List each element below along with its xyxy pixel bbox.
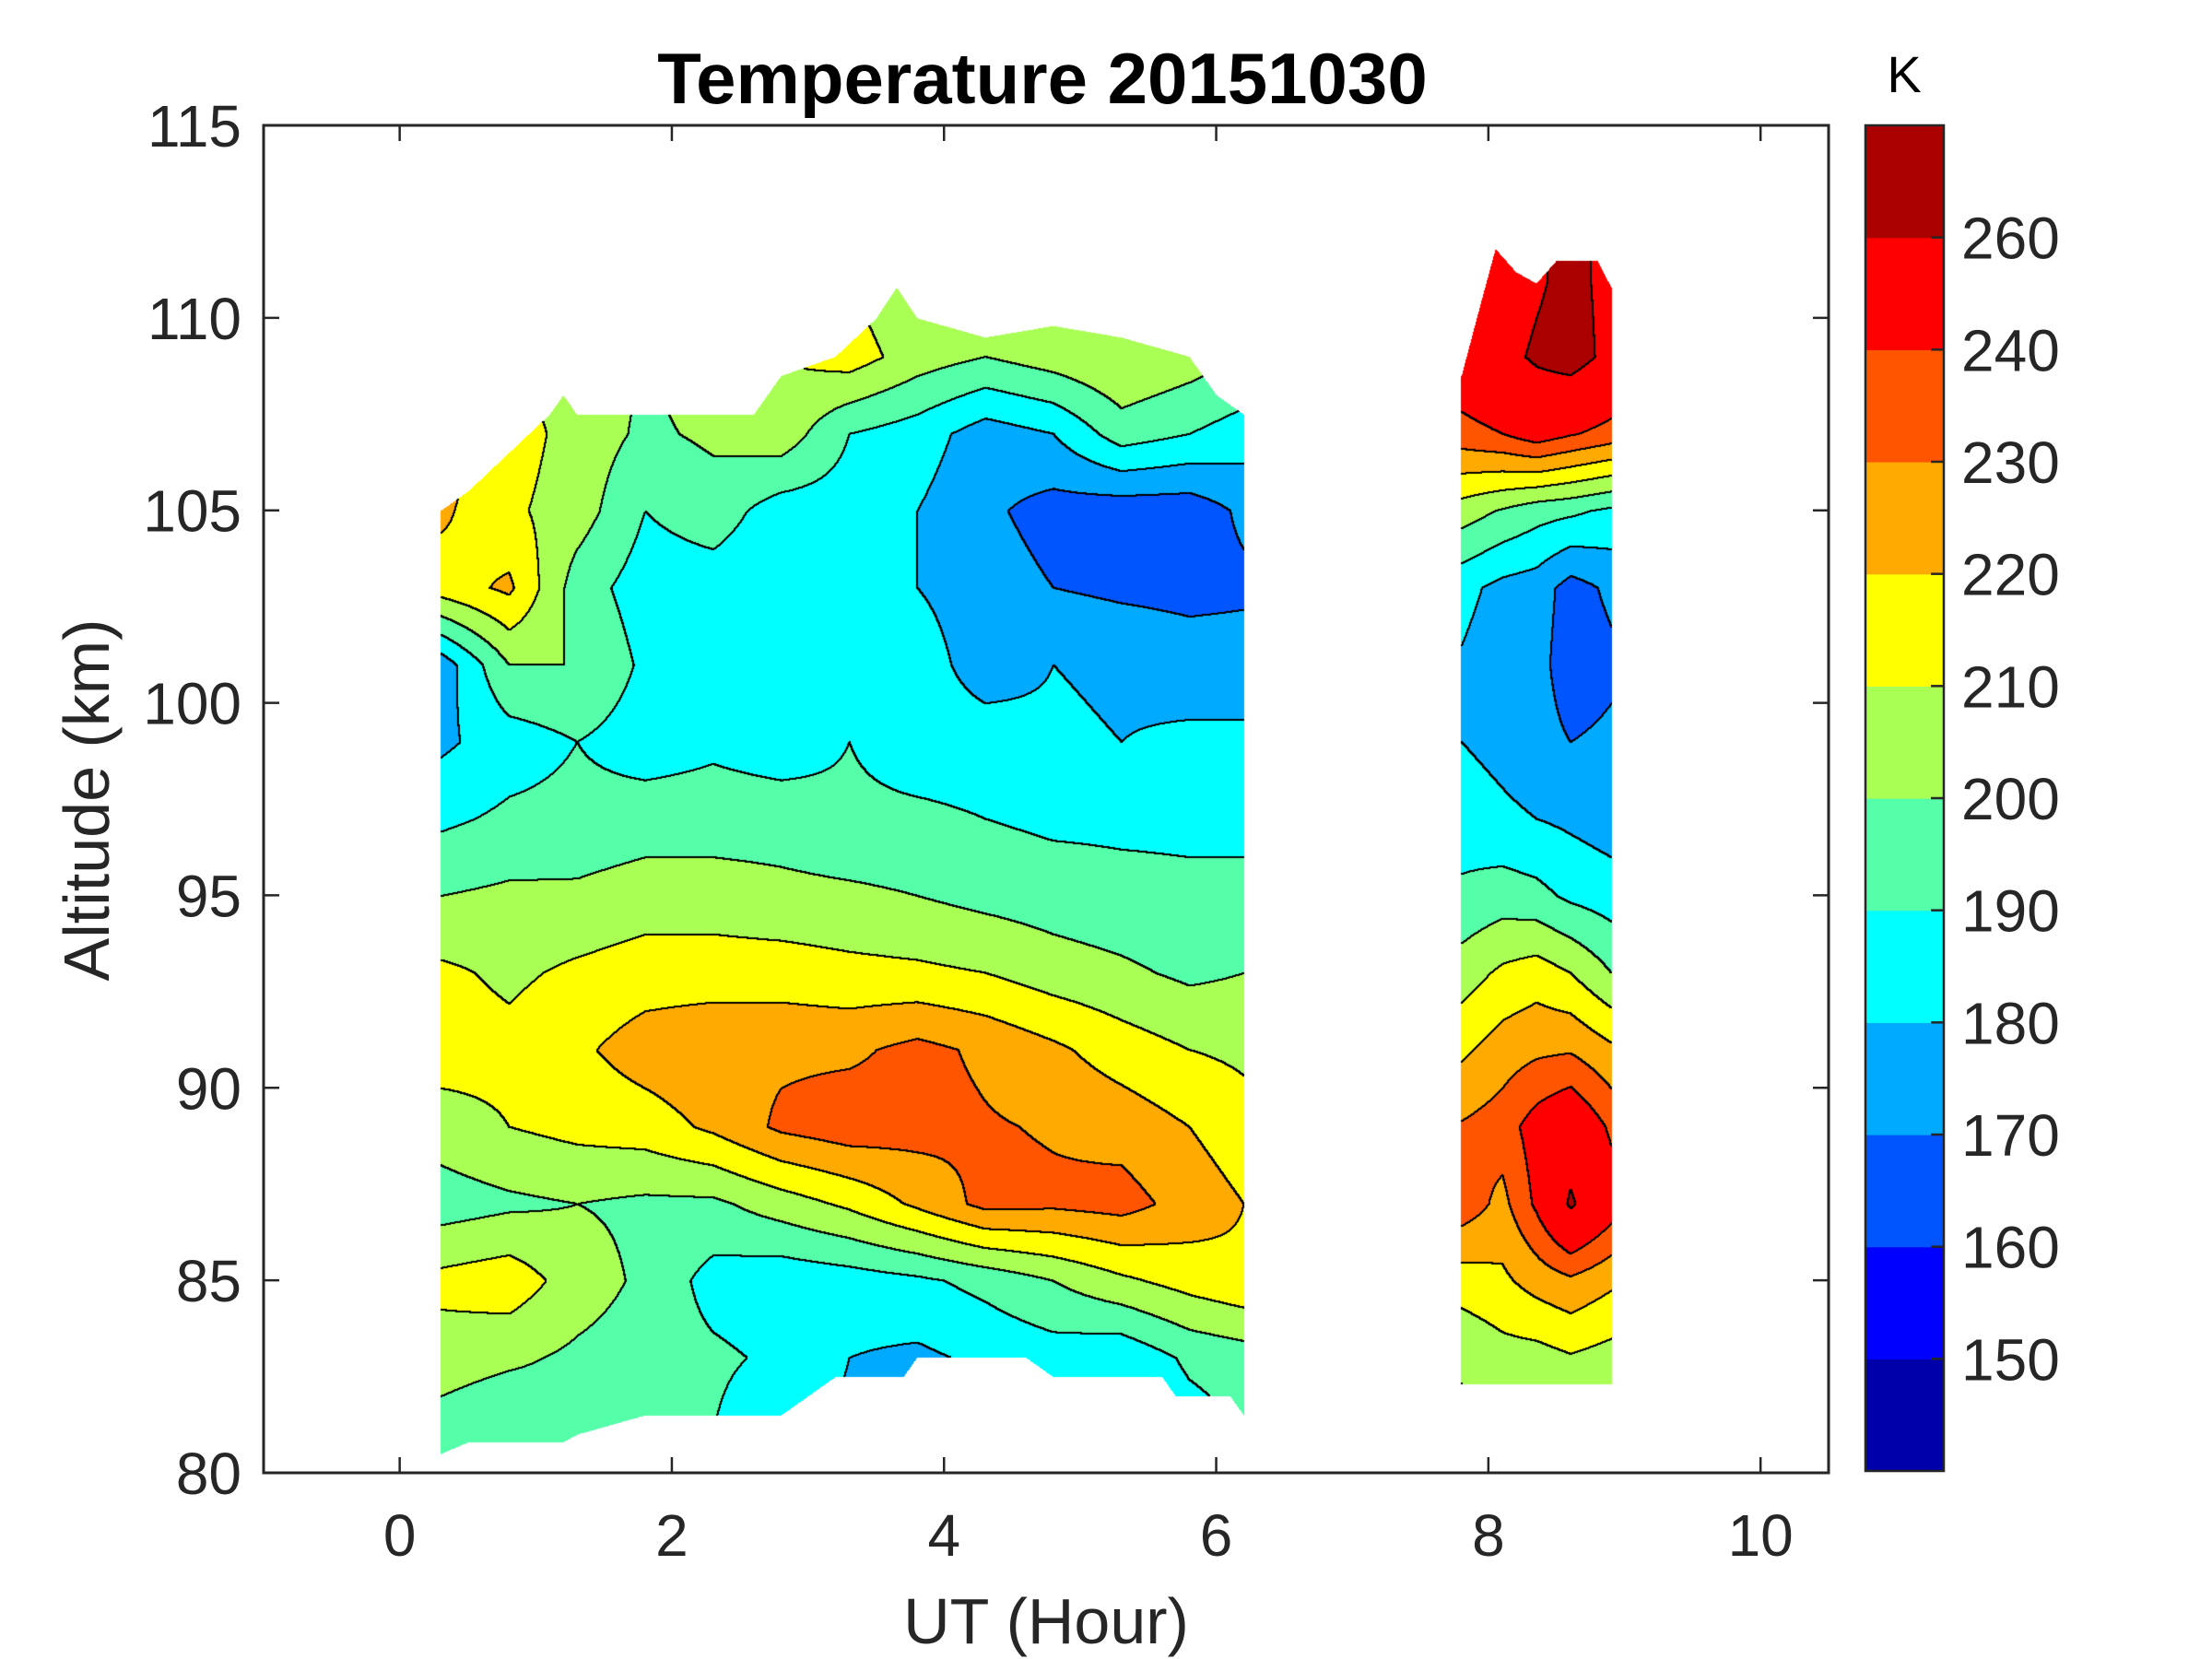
- y-axis-label: Altitude (km): [51, 619, 123, 982]
- colorbar-unit-label: K: [1887, 45, 1921, 103]
- colorbar-tick-label: 170: [1961, 1102, 2060, 1169]
- colorbar-tick-label: 190: [1961, 878, 2060, 945]
- x-axis-ticks: 0 2 4 6 8 10: [383, 125, 1794, 1569]
- colorbar-swatch: [1865, 349, 1944, 463]
- y-tick-label: 105: [143, 478, 241, 545]
- x-axis-label: UT (Hour): [903, 1585, 1189, 1657]
- y-tick-label: 110: [147, 286, 241, 352]
- colorbar-swatch: [1865, 462, 1944, 575]
- colorbar-tick-label: 180: [1961, 990, 2060, 1056]
- colorbar-swatch: [1865, 125, 1944, 239]
- x-tick-label: 0: [383, 1502, 417, 1569]
- axes-box: [262, 124, 1830, 1475]
- colorbar-swatch: [1865, 910, 1944, 1023]
- x-tick-label: 10: [1728, 1502, 1794, 1569]
- colorbar: 150 160 170 180 190 200 210 220 230 240 260: [1864, 124, 2060, 1473]
- x-tick-label: 4: [927, 1502, 960, 1569]
- axes-frame: [262, 124, 1830, 1475]
- colorbar-swatch: [1865, 237, 1944, 350]
- colorbar-tick-label: 200: [1961, 766, 2060, 832]
- colorbar-tick-label: 210: [1961, 653, 2060, 720]
- temperature-contour-field: [264, 125, 1829, 1473]
- colorbar-swatch: [1865, 1246, 1944, 1359]
- x-tick-label: 2: [655, 1502, 688, 1569]
- colorbar-tick-label: 240: [1961, 317, 2060, 383]
- y-tick-label: 100: [143, 671, 241, 737]
- colorbar-swatch: [1865, 1359, 1944, 1472]
- y-axis-ticks: 80 85 90 95 100 105 110 115: [143, 93, 1829, 1507]
- colorbar-swatch: [1865, 573, 1944, 687]
- colorbar-tick-label: 220: [1961, 542, 2060, 608]
- colorbar-swatch: [1865, 686, 1944, 799]
- colorbar-tick-label: 230: [1961, 429, 2060, 496]
- x-tick-label: 6: [1200, 1502, 1233, 1569]
- colorbar-tick-label: 150: [1961, 1326, 2060, 1393]
- colorbar-tick-label: 260: [1961, 206, 2060, 272]
- y-tick-label: 115: [147, 93, 241, 159]
- colorbar-swatch: [1865, 1135, 1944, 1248]
- colorbar-tick-label: 160: [1961, 1215, 2060, 1281]
- y-tick-label: 90: [176, 1055, 241, 1122]
- colorbar-swatch: [1865, 798, 1944, 912]
- y-tick-label: 80: [176, 1441, 241, 1507]
- y-tick-label: 95: [176, 863, 241, 929]
- y-tick-label: 85: [176, 1248, 241, 1314]
- chart-title: Temperature 20151030: [657, 38, 1427, 119]
- colorbar-swatch: [1865, 1022, 1944, 1135]
- x-tick-label: 8: [1472, 1502, 1505, 1569]
